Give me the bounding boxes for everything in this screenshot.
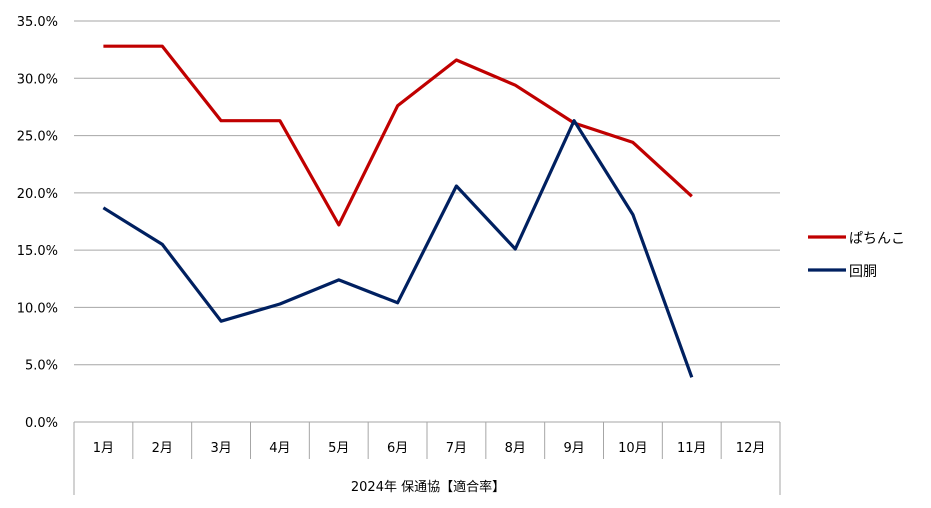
x-category-label: 7月 [446, 441, 467, 456]
legend-label: 回胴 [849, 264, 877, 280]
series-line-1 [103, 44, 693, 227]
legend-label: ぱちんこ [849, 231, 905, 247]
x-category-label: 8月 [505, 441, 526, 456]
x-category-label: 1月 [93, 441, 114, 456]
y-tick-label: 10.0% [17, 301, 58, 316]
x-category-label: 9月 [563, 441, 584, 456]
series-line-2 [102, 119, 694, 378]
x-category-label: 11月 [677, 441, 707, 456]
x-axis-title: 2024年 保通協【適合率】 [351, 479, 505, 495]
x-category-label: 4月 [269, 441, 290, 456]
y-tick-label: 15.0% [17, 244, 58, 259]
x-category-label: 3月 [210, 441, 231, 456]
y-tick-label: 35.0% [17, 15, 58, 30]
x-axis: 1月 2月 3月 4月 5月 6月 7月 8月 9月 10月 11月 12月 [73, 422, 781, 495]
x-category-label: 2月 [152, 441, 173, 456]
x-category-label: 10月 [618, 441, 648, 456]
y-tick-label: 25.0% [17, 130, 58, 145]
x-category-label: 12月 [736, 441, 766, 456]
y-axis-ticks: 0.0% 5.0% 10.0% 15.0% 20.0% 25.0% 30.0% 35.0% [17, 15, 58, 431]
y-tick-label: 0.0% [25, 416, 58, 431]
x-category-label: 6月 [387, 441, 408, 456]
series-lines [102, 44, 694, 378]
y-tick-label: 20.0% [17, 187, 58, 202]
y-tick-label: 5.0% [25, 359, 58, 374]
y-tick-label: 30.0% [17, 72, 58, 87]
gridlines [74, 20, 780, 423]
x-category-label: 5月 [328, 441, 349, 456]
